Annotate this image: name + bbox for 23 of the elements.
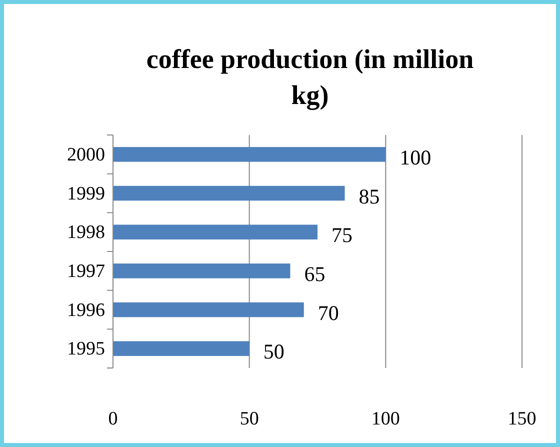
data-label: 100: [400, 145, 432, 170]
x-tick-label: 100: [371, 408, 400, 430]
bar: [113, 341, 250, 356]
y-tick-label: 1997: [67, 260, 105, 282]
bar: [113, 224, 318, 240]
y-tick-label: 1996: [67, 300, 105, 321]
bar: [113, 302, 304, 318]
y-tick-label: 1999: [67, 183, 105, 204]
data-label: 85: [358, 184, 380, 208]
bar: [113, 147, 386, 162]
bar: [113, 186, 345, 201]
data-label: 70: [318, 300, 339, 325]
data-label: 75: [332, 223, 352, 248]
data-label: 50: [263, 340, 284, 364]
x-tick-label: 150: [508, 408, 536, 430]
x-tick-label: 0: [108, 408, 118, 430]
y-tick-label: 2000: [67, 144, 105, 166]
x-tick-label: 50: [240, 408, 259, 430]
y-tick-label: 1995: [67, 338, 105, 360]
chart-title: coffee production (in million kg): [146, 44, 474, 110]
data-label: 65: [304, 262, 326, 286]
bar: [113, 264, 290, 278]
y-tick-label: 1998: [67, 222, 105, 244]
